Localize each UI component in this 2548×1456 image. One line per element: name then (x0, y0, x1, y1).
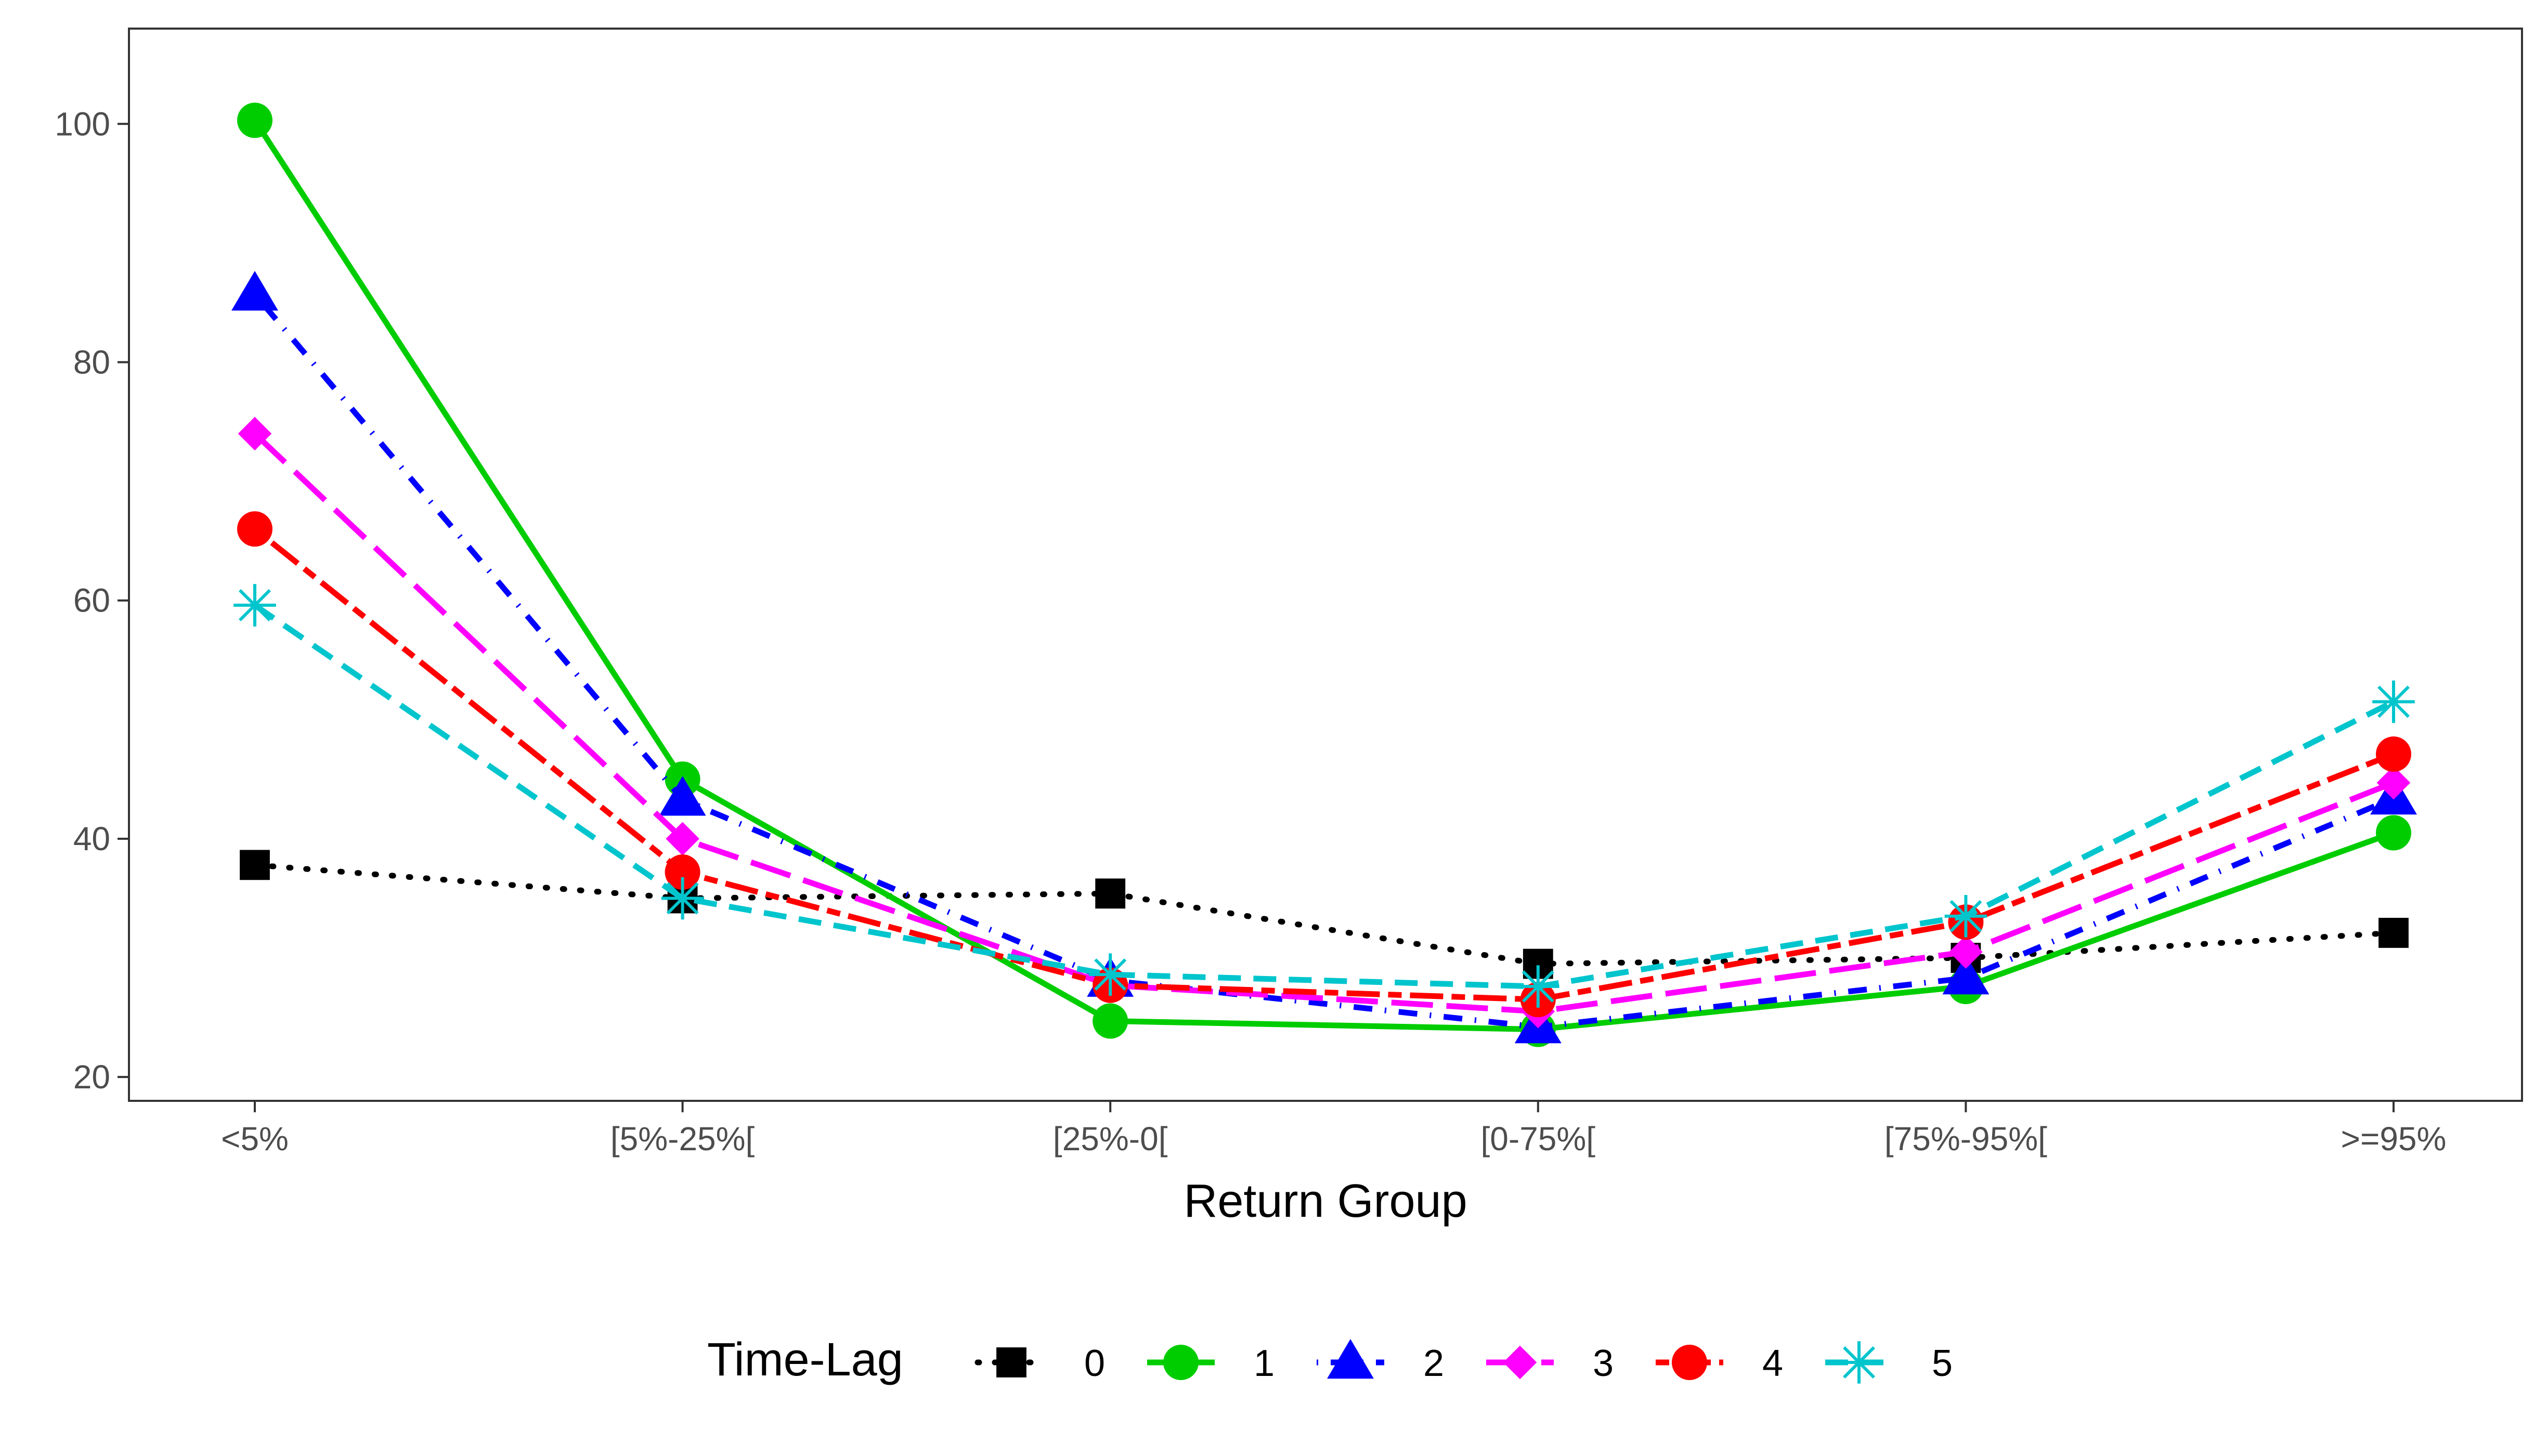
y-tick-label: 40 (73, 820, 110, 857)
legend-key-marker (1163, 1345, 1199, 1380)
legend-item-5: 5 (1825, 1341, 1953, 1384)
x-axis-title: Return Group (1184, 1175, 1467, 1227)
data-point (240, 850, 270, 880)
y-tick-label: 20 (73, 1058, 110, 1096)
series-2 (231, 270, 2417, 1044)
legend-key-marker (1503, 1345, 1537, 1380)
legend-item-4: 4 (1656, 1343, 1783, 1384)
x-tick-label: >=95% (2341, 1120, 2447, 1158)
data-point (2376, 765, 2411, 800)
legend-item-2: 2 (1317, 1339, 1444, 1384)
series-line-5 (253, 603, 2395, 990)
data-point (237, 511, 272, 547)
series-line-0 (252, 862, 2397, 967)
legend-label: 1 (1254, 1343, 1275, 1384)
series-4 (237, 511, 2411, 1018)
series-3 (238, 417, 2411, 1029)
data-point (237, 102, 272, 138)
series-1 (237, 102, 2411, 1047)
legend-label: 2 (1423, 1343, 1444, 1384)
legend-item-3: 3 (1486, 1343, 1614, 1384)
data-point (2376, 815, 2411, 851)
legend-key-marker (1672, 1345, 1707, 1380)
data-point (1517, 965, 1559, 1008)
data-point (666, 822, 699, 856)
legend-label: 5 (1932, 1343, 1953, 1384)
legend-key-marker (1838, 1341, 1880, 1384)
data-point (1089, 953, 1132, 996)
x-tick-label: [0-75%[ (1481, 1120, 1596, 1158)
data-point (231, 270, 278, 311)
x-axis: <5% [5%-25%[ [25%-0[ [0-75%[ [75%-95%[ >=95% (221, 1101, 2446, 1158)
data-point (1093, 1003, 1128, 1039)
legend-item-1: 1 (1147, 1343, 1275, 1384)
legend-label: 0 (1084, 1343, 1105, 1384)
data-point (1944, 895, 1987, 938)
data-point (2378, 918, 2409, 948)
y-axis: 20 40 60 80 100 (55, 105, 129, 1096)
data-point (659, 776, 706, 816)
legend-items: 0 1 2 3 4 5 (974, 1339, 1953, 1384)
series-5 (233, 584, 2415, 1008)
plot-panel-border (128, 28, 2523, 1102)
x-tick-label: [25%-0[ (1053, 1120, 1168, 1158)
data-point (665, 854, 700, 890)
y-tick-label: 80 (73, 344, 110, 381)
data-point (1942, 955, 1990, 995)
series-layer (231, 102, 2417, 1047)
legend-title: Time-Lag (707, 1334, 903, 1386)
data-point (661, 877, 704, 920)
legend-key-marker (996, 1347, 1026, 1377)
series-line-4 (253, 526, 2395, 1003)
data-point (1095, 878, 1126, 909)
x-tick-label: [75%-95%[ (1884, 1120, 2047, 1158)
legend-item-0: 0 (974, 1343, 1105, 1384)
data-point (2376, 736, 2411, 772)
legend-label: 3 (1593, 1343, 1614, 1384)
data-point (238, 417, 272, 451)
data-point (2372, 680, 2415, 723)
y-tick-label: 100 (55, 105, 110, 142)
y-tick-label: 60 (73, 582, 110, 619)
legend-label: 4 (1762, 1343, 1783, 1384)
legend-key-marker (1327, 1339, 1374, 1379)
series-line-3 (253, 431, 2395, 1015)
x-tick-label: <5% (221, 1120, 289, 1158)
legend: Time-Lag 0 1 2 3 4 5 (707, 1334, 1953, 1386)
series-0 (240, 850, 2409, 979)
series-line-2 (252, 292, 2395, 1030)
series-line-1 (252, 119, 2395, 1033)
x-tick-label: [5%-25%[ (610, 1120, 755, 1158)
data-point (1949, 935, 1983, 969)
data-point (233, 584, 276, 627)
